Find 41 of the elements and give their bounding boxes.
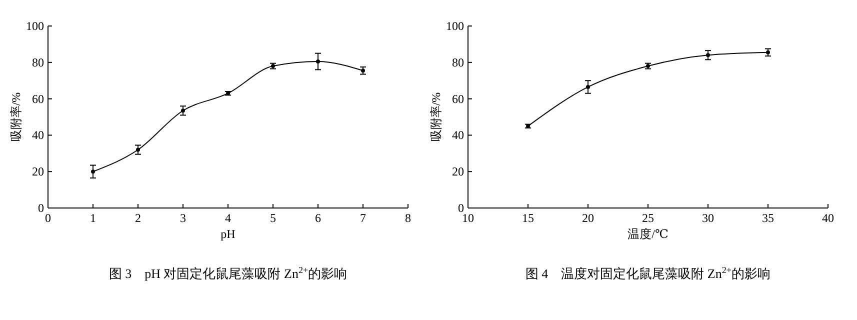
y-tick-label: 0 [38, 201, 44, 215]
point [316, 59, 320, 64]
x-axis-title: 温度/℃ [628, 227, 668, 241]
x-tick-label: 15 [522, 211, 534, 225]
point [136, 148, 140, 152]
point [706, 53, 710, 58]
x-tick-label: 35 [762, 211, 774, 225]
y-tick-label: 0 [458, 201, 464, 215]
point [181, 108, 185, 113]
text: 图 4 温度对固定化鼠尾藻吸附 Zn$^{2+}$的影响 [525, 265, 771, 281]
point [586, 84, 590, 89]
y-tick-label: 100 [26, 19, 44, 33]
x-axis-title: pH [220, 227, 236, 241]
y-tick-label: 100 [446, 19, 464, 33]
y-tick-label: 80 [32, 55, 44, 70]
x-tick-label: 30 [702, 211, 714, 225]
x-tick-label: 7 [360, 211, 366, 225]
y-tick-label: 40 [32, 128, 44, 142]
x-tick-label: 8 [405, 211, 411, 225]
x-tick-label: 20 [582, 211, 594, 225]
x-tick-label: 4 [225, 211, 231, 225]
x-tick-label: 1 [90, 211, 96, 225]
y-tick-label: 40 [452, 128, 464, 142]
x-tick-label: 5 [270, 211, 276, 225]
point [766, 50, 770, 54]
x-tick-label: 2 [135, 211, 141, 225]
y-tick-label: 60 [32, 92, 44, 106]
text: 图 3 pH 对固定化鼠尾藻吸附 Zn$^{2+}$的影响 [108, 265, 348, 281]
x-tick-label: 10 [462, 211, 474, 225]
x-tick-label: 3 [180, 211, 186, 225]
y-axis-title: 吸附率/% [9, 92, 23, 142]
y-tick-label: 60 [452, 92, 464, 106]
x-tick-label: 25 [642, 211, 654, 225]
y-axis-title: 吸附率/% [429, 92, 443, 142]
point [91, 170, 95, 174]
x-tick-label: 6 [315, 211, 321, 225]
point [361, 68, 365, 73]
y-tick-label: 20 [452, 164, 464, 179]
y-tick-label: 80 [452, 55, 464, 70]
x-tick-label: 40 [822, 211, 834, 225]
y-tick-label: 20 [32, 164, 44, 179]
